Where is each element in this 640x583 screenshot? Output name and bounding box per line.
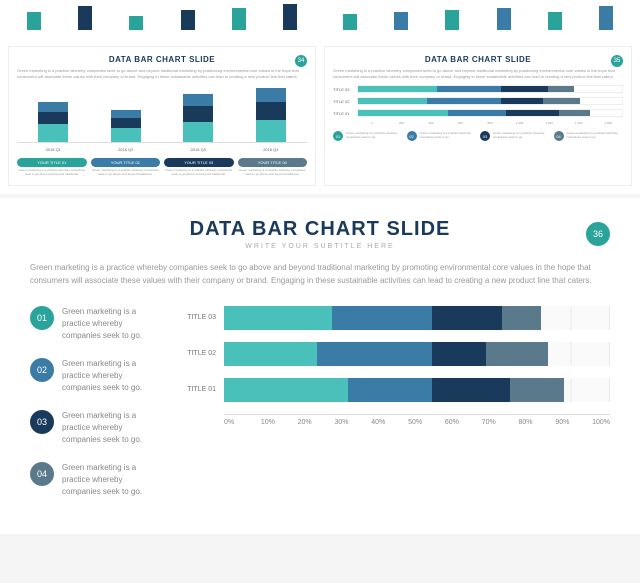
thumb-title: DATA BAR CHART SLIDE: [333, 55, 623, 64]
chart-bar-row: TITLE 03: [180, 306, 610, 330]
stacked-bar: [224, 342, 610, 366]
pill-legend: YOUR TITLE 01Green marketing is a practi…: [17, 158, 307, 177]
thumb-description: Green marketing is a practice whereby co…: [333, 68, 623, 79]
legend-number-badge: 01: [30, 306, 54, 330]
slide-number-badge: 35: [611, 55, 623, 67]
legend-number-badge: 03: [30, 410, 54, 434]
slide-subtitle: WRITE YOUR SUBTITLE HERE: [30, 243, 610, 250]
bar-label: TITLE 03: [180, 314, 224, 321]
main-content: 01 Green marketing is a practice whereby …: [30, 306, 610, 514]
slide-number-badge: 36: [586, 222, 610, 246]
legend-item: 02 Green marketing is a practice whereby …: [30, 358, 160, 394]
legend-text: Green marketing is a practice whereby co…: [62, 410, 160, 446]
thumbnail-slide-34[interactable]: 34 DATA BAR CHART SLIDE Green marketing …: [8, 46, 316, 186]
legend-column: 01 Green marketing is a practice whereby …: [30, 306, 160, 514]
thumbnail-row: 34 DATA BAR CHART SLIDE Green marketing …: [0, 38, 640, 194]
stacked-bar: [224, 306, 610, 330]
slide-description: Green marketing is a practice whereby co…: [30, 262, 610, 288]
legend-item: 03 Green marketing is a practice whereby …: [30, 410, 160, 446]
legend-item: 04 Green marketing is a practice whereby …: [30, 462, 160, 498]
main-header: DATA BAR CHART SLIDE WRITE YOUR SUBTITLE…: [30, 218, 610, 250]
legend-text: Green marketing is a practice whereby co…: [62, 358, 160, 394]
thumb-description: Green marketing is a practice whereby co…: [17, 68, 307, 79]
hbar-scale: 02004006008001,0001,2001,4001,600: [357, 121, 623, 125]
chart-column: TITLE 03 TITLE 02 TITLE 01 0%10%20%30%40%5…: [180, 306, 610, 514]
legend-text: Green marketing is a practice whereby co…: [62, 462, 160, 498]
thumb-title: DATA BAR CHART SLIDE: [17, 55, 307, 64]
thumbnail-slide-35[interactable]: 35 DATA BAR CHART SLIDE Green marketing …: [324, 46, 632, 186]
legend-number-badge: 04: [30, 462, 54, 486]
bar-label: TITLE 01: [180, 386, 224, 393]
chart-bar-row: TITLE 02: [180, 342, 610, 366]
chart-bar-row: TITLE 01: [180, 378, 610, 402]
legend-text: Green marketing is a practice whereby co…: [62, 306, 160, 342]
main-slide: DATA BAR CHART SLIDE WRITE YOUR SUBTITLE…: [0, 198, 640, 534]
horizontal-bars-small: TITLE 03TITLE 02TITLE 01: [333, 85, 623, 117]
bar-label: TITLE 02: [180, 350, 224, 357]
vbar-x-labels: 2016 Q12016 Q22016 Q32016 Q4: [17, 147, 307, 152]
legend-number-badge: 02: [30, 358, 54, 382]
slide-number-badge: 34: [295, 55, 307, 67]
top-thumbnail-bars: [0, 0, 640, 38]
x-axis: 0%10%20%30%40%50%60%70%80%90%100%: [224, 414, 610, 426]
vertical-stacked-bars: [17, 83, 307, 143]
legend-item: 01 Green marketing is a practice whereby …: [30, 306, 160, 342]
legend-small: 01Green marketing is a practice whereby …: [333, 131, 623, 141]
stacked-bar: [224, 378, 610, 402]
slide-title: DATA BAR CHART SLIDE: [30, 218, 610, 241]
